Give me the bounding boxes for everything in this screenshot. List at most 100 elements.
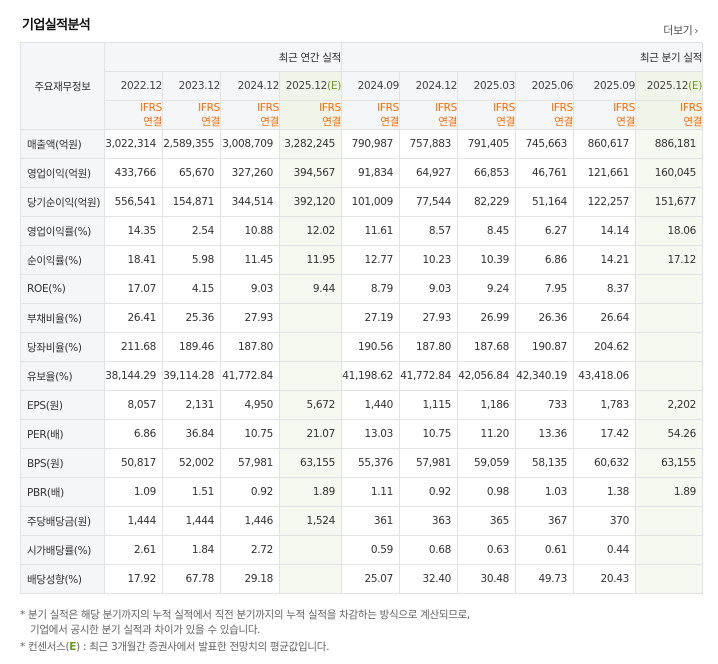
- value-cell: 101,009: [341, 187, 400, 217]
- value-cell: 363: [399, 506, 458, 536]
- value-cell: 8,057: [104, 390, 163, 420]
- value-cell: 26.64: [573, 303, 636, 333]
- value-cell: 14.21: [573, 245, 636, 275]
- value-cell: 42,340.19: [515, 361, 574, 391]
- value-cell: 151,677: [634, 187, 704, 217]
- value-cell: 1.11: [341, 477, 400, 507]
- value-cell: 39,114.28: [162, 361, 221, 391]
- period-6: 2025.03: [457, 71, 516, 101]
- value-cell: 30.48: [457, 564, 516, 594]
- table-header-label: 주요재무정보: [20, 42, 105, 130]
- table-row: 유보율(%) 38,144.29 39,114.28 41,772.84 41,198.…: [20, 361, 704, 391]
- value-cell: 0.68: [399, 535, 458, 565]
- period-2: 2024.12: [220, 71, 280, 101]
- value-cell: 17.92: [104, 564, 163, 594]
- table-row: 당기순이익(억원) 556,541 154,871 344,514 392,120 101…: [20, 187, 704, 217]
- value-cell: [279, 361, 342, 391]
- annual-header: 최근 연간 실적: [104, 42, 342, 72]
- value-cell: 187.80: [220, 332, 280, 362]
- value-cell: 29.18: [220, 564, 280, 594]
- period-3: 2025.12(E): [279, 71, 342, 101]
- value-cell: [279, 332, 342, 362]
- value-cell: [634, 303, 704, 333]
- value-cell: 41,772.84: [220, 361, 280, 391]
- more-link[interactable]: 더보기 ›: [663, 22, 698, 38]
- value-cell: [634, 332, 704, 362]
- row-label: PER(배): [20, 419, 105, 449]
- value-cell: 189.46: [162, 332, 221, 362]
- value-cell: 2.61: [104, 535, 163, 565]
- value-cell: 1,186: [457, 390, 516, 420]
- value-cell: 59,059: [457, 448, 516, 478]
- section-title: 기업실적분석: [22, 18, 91, 33]
- period-9: 2025.12(E): [634, 71, 704, 101]
- value-cell: 12.02: [279, 216, 342, 246]
- value-cell: 6.86: [515, 245, 574, 275]
- value-cell: 9.24: [457, 274, 516, 304]
- value-cell: 11.20: [457, 419, 516, 449]
- row-label: 당좌비율(%): [20, 332, 105, 362]
- standard-row: IFRS 연결 IFRS 연결 IFRS 연결 IFRS 연결 IFRS 연결 IFRS 연결 IFRS…: [21, 100, 704, 130]
- value-cell: 2,589,355: [162, 129, 221, 159]
- value-cell: 1.89: [634, 477, 704, 507]
- value-cell: 10.23: [399, 245, 458, 275]
- standard-consolidated: 연결: [260, 116, 279, 128]
- value-cell: 6.86: [104, 419, 163, 449]
- value-cell: 1.38: [573, 477, 636, 507]
- more-label: 더보기: [663, 24, 693, 37]
- value-cell: 63,155: [279, 448, 342, 478]
- value-cell: 860,617: [573, 129, 636, 159]
- value-cell: 886,181: [634, 129, 704, 159]
- value-cell: 9.03: [399, 274, 458, 304]
- value-cell: [634, 506, 704, 536]
- financial-table: 주요재무정보 최근 연간 실적 최근 분기 실적 2022.12 2023.12 2…: [20, 42, 704, 594]
- table-row: ROE(%) 17.07 4.15 9.03 9.44 8.79 9.03 9.24 7.95 8…: [20, 274, 704, 304]
- standard-3: IFRS 연결: [279, 100, 342, 130]
- estimate-mark: (E): [688, 80, 703, 92]
- row-label: 배당성향(%): [20, 564, 105, 594]
- period-8: 2025.09: [573, 71, 636, 101]
- note-1: * 분기 실적은 해당 분기까지의 누적 실적에서 직전 분기까지의 누적 실적…: [20, 608, 470, 623]
- standard-9: IFRS 연결: [634, 100, 704, 130]
- value-cell: 41,772.84: [399, 361, 458, 391]
- table-row: 당좌비율(%) 211.68 189.46 187.80 190.56 187.80 187…: [20, 332, 704, 362]
- value-cell: 0.44: [573, 535, 636, 565]
- value-cell: 1,115: [399, 390, 458, 420]
- value-cell: 4.15: [162, 274, 221, 304]
- value-cell: 10.88: [220, 216, 280, 246]
- value-cell: 1,446: [220, 506, 280, 536]
- row-label: 시가배당률(%): [20, 535, 105, 565]
- value-cell: 58,135: [515, 448, 574, 478]
- standard-ifrs: IFRS: [551, 102, 573, 114]
- value-cell: 27.19: [341, 303, 400, 333]
- period-7: 2025.06: [515, 71, 574, 101]
- value-cell: 8.57: [399, 216, 458, 246]
- value-cell: 1,444: [162, 506, 221, 536]
- value-cell: 49.73: [515, 564, 574, 594]
- value-cell: 11.61: [341, 216, 400, 246]
- value-cell: 154,871: [162, 187, 221, 217]
- row-label: BPS(원): [20, 448, 105, 478]
- value-cell: 17.07: [104, 274, 163, 304]
- value-cell: 3,022,314: [104, 129, 163, 159]
- value-cell: 42,056.84: [457, 361, 516, 391]
- value-cell: 10.75: [220, 419, 280, 449]
- value-cell: 13.36: [515, 419, 574, 449]
- value-cell: 65,670: [162, 158, 221, 188]
- standard-ifrs: IFRS: [377, 102, 399, 114]
- standard-ifrs: IFRS: [435, 102, 457, 114]
- value-cell: 5.98: [162, 245, 221, 275]
- value-cell: 211.68: [104, 332, 163, 362]
- quarter-header: 최근 분기 실적: [340, 42, 704, 72]
- value-cell: 77,544: [399, 187, 458, 217]
- value-cell: [634, 361, 704, 391]
- period-text: 2025.12: [285, 80, 328, 92]
- period-row: 2022.12 2023.12 2024.12 2025.12(E) 2024.09 20…: [21, 71, 704, 101]
- value-cell: 791,405: [457, 129, 516, 159]
- standard-ifrs: IFRS: [140, 102, 162, 114]
- value-cell: 8.37: [573, 274, 636, 304]
- standard-consolidated: 연결: [143, 116, 162, 128]
- row-label: EPS(원): [20, 390, 105, 420]
- value-cell: 1,524: [279, 506, 342, 536]
